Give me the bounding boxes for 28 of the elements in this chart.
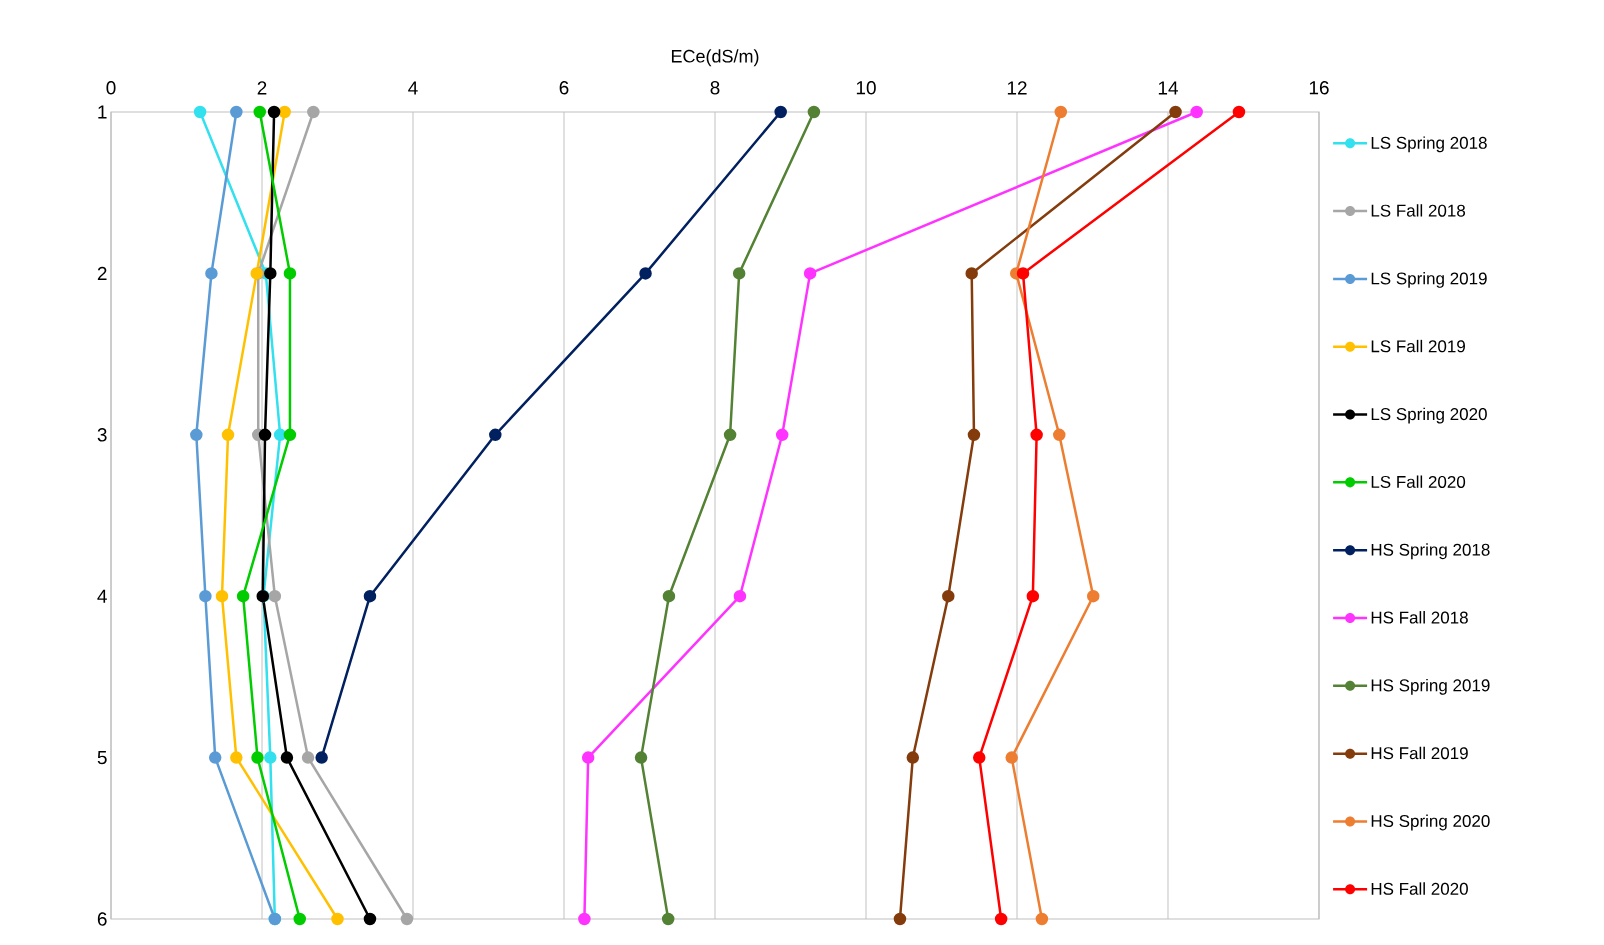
x-tick-label: 8 xyxy=(710,81,720,95)
y-tick-label: 1 xyxy=(98,105,107,119)
x-axis-title: ECe(dS/m) xyxy=(671,49,759,67)
x-tick-label: 10 xyxy=(856,81,876,95)
y-tick-label: 5 xyxy=(97,750,107,765)
legend-label: HS Fall 2019 xyxy=(1371,746,1468,760)
legend-label: LS Spring 2018 xyxy=(1371,136,1487,153)
y-tick-label: 4 xyxy=(97,589,107,603)
x-tick-label: 4 xyxy=(408,81,418,95)
legend-label: LS Fall 2018 xyxy=(1371,204,1466,217)
y-tick-label: 3 xyxy=(97,428,107,442)
legend-label: HS Spring 2018 xyxy=(1371,543,1490,560)
legend-label: HS Spring 2020 xyxy=(1371,814,1490,831)
legend-label: LS Spring 2020 xyxy=(1371,407,1487,424)
x-tick-label: 12 xyxy=(1007,81,1027,95)
y-tick-label: 6 xyxy=(97,912,107,926)
x-tick-label: 2 xyxy=(257,81,267,95)
x-tick-label: 14 xyxy=(1158,81,1178,95)
legend-label: HS Spring 2019 xyxy=(1371,678,1490,695)
legend-label: LS Fall 2019 xyxy=(1371,339,1465,353)
x-tick-label: 6 xyxy=(559,81,569,95)
y-tick-label: 2 xyxy=(97,266,107,281)
x-tick-label: 0 xyxy=(106,81,116,95)
x-tick-label: 16 xyxy=(1309,81,1329,95)
legend-label: LS Fall 2020 xyxy=(1371,475,1466,488)
legend-label: LS Spring 2019 xyxy=(1371,272,1487,288)
legend-label: HS Fall 2020 xyxy=(1371,882,1468,895)
legend-label: HS Fall 2018 xyxy=(1371,611,1468,624)
